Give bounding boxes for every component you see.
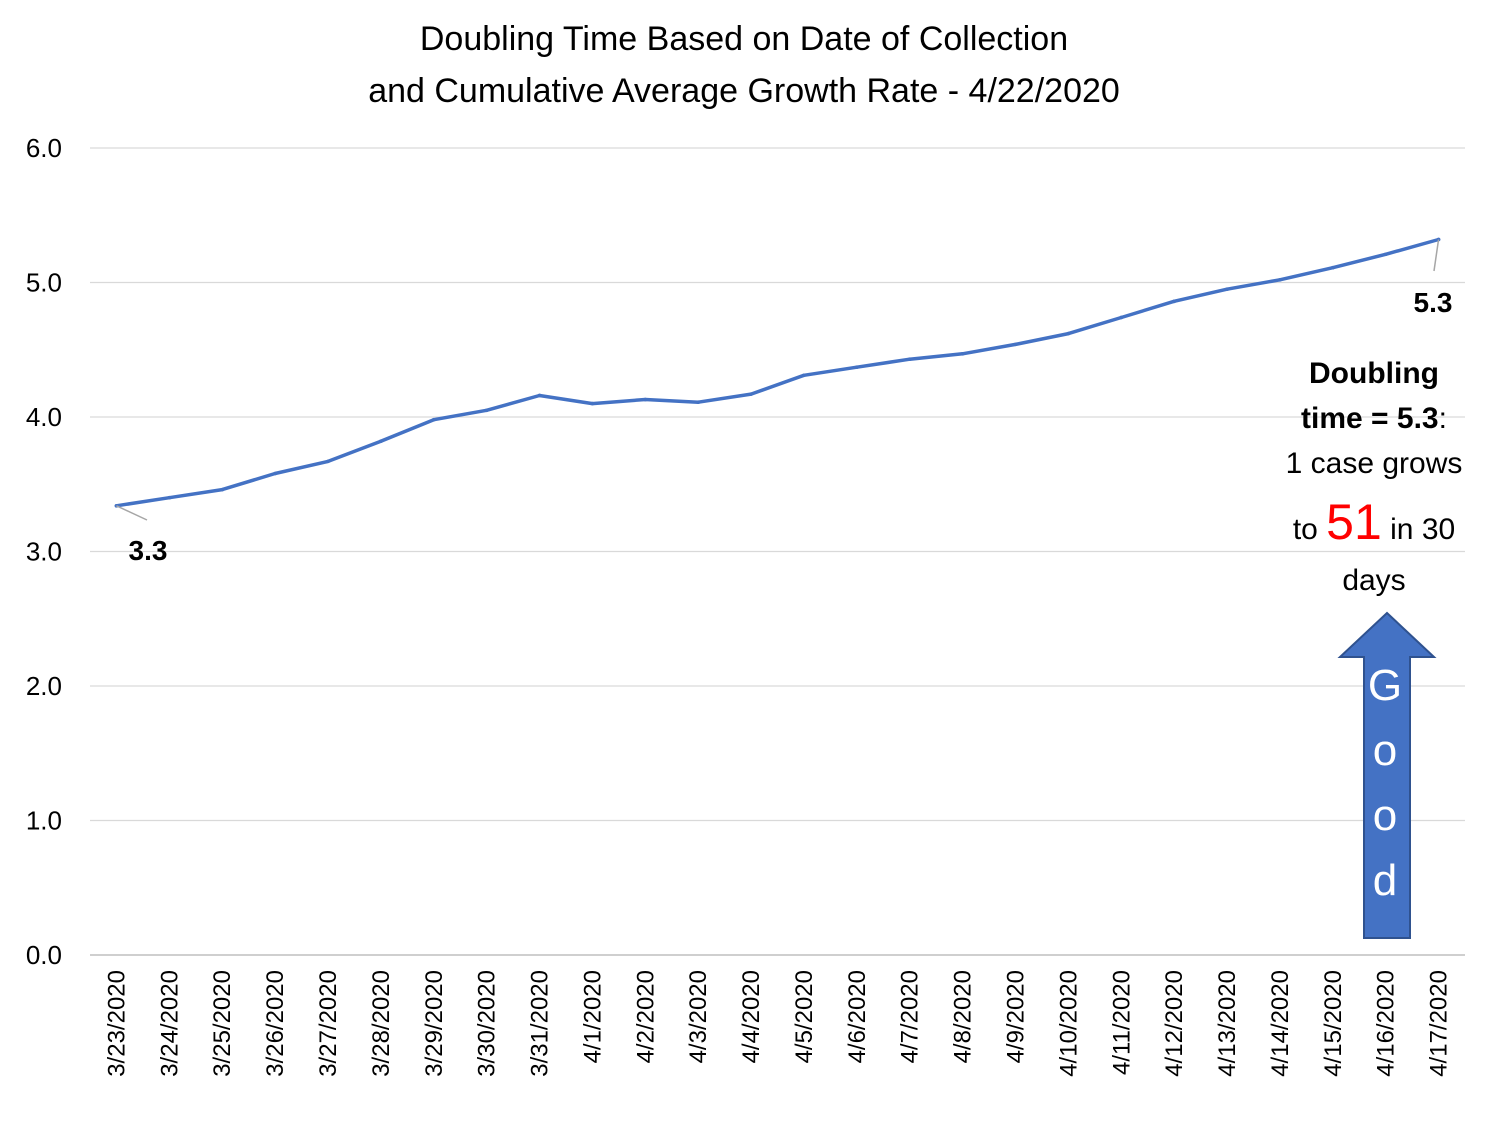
x-tick-label: 4/15/2020 xyxy=(1320,970,1347,1077)
data-point xyxy=(431,417,436,422)
annotation-line-2: time = 5.3: xyxy=(1301,402,1447,435)
data-point xyxy=(1013,342,1018,347)
x-tick-label: 3/28/2020 xyxy=(368,970,395,1077)
y-tick-label: 5.0 xyxy=(26,268,62,298)
data-point xyxy=(1383,252,1388,257)
series-layer xyxy=(114,237,1441,508)
x-tick-label: 4/11/2020 xyxy=(1108,970,1135,1075)
data-label-leaders xyxy=(116,239,1440,521)
data-point xyxy=(1172,299,1176,304)
x-tick-label: 3/25/2020 xyxy=(209,970,236,1077)
gridlines xyxy=(90,147,1465,956)
data-point xyxy=(855,365,859,370)
data-point xyxy=(1278,278,1282,282)
x-tick-label: 4/3/2020 xyxy=(685,970,712,1063)
data-point xyxy=(537,393,542,398)
end-label-leader xyxy=(1433,239,1440,272)
x-tick-label: 4/6/2020 xyxy=(844,970,871,1063)
data-point xyxy=(590,401,595,406)
data-point xyxy=(484,408,489,413)
annotation-line-4-post: in 30 xyxy=(1382,513,1455,546)
data-point xyxy=(220,487,225,492)
data-point xyxy=(749,392,753,396)
annotation-line-1: Doubling xyxy=(1309,357,1439,390)
annotation-number: 51 xyxy=(1326,494,1382,550)
data-point xyxy=(273,471,277,476)
x-tick-label: 4/13/2020 xyxy=(1214,970,1241,1077)
x-tick-label: 4/5/2020 xyxy=(791,970,818,1063)
x-tick-label: 4/1/2020 xyxy=(579,970,606,1063)
data-point xyxy=(167,495,172,500)
x-tick-label: 3/30/2020 xyxy=(474,970,501,1077)
arrow-letter: o xyxy=(1373,726,1397,775)
title-line-2: and Cumulative Average Growth Rate - 4/2… xyxy=(368,72,1120,110)
x-tick-label: 3/23/2020 xyxy=(103,970,130,1077)
data-point xyxy=(696,400,700,405)
annotation-line-3: 1 case grows xyxy=(1286,447,1463,480)
x-tick-label: 4/7/2020 xyxy=(897,970,924,1063)
arrow-letter: o xyxy=(1373,791,1397,840)
up-arrow-icon xyxy=(1337,611,1437,939)
start-label-leader xyxy=(116,505,148,521)
x-tick-label: 4/14/2020 xyxy=(1267,970,1294,1077)
x-tick-label: 4/12/2020 xyxy=(1161,970,1188,1077)
series-line xyxy=(114,237,1441,508)
title-line-1: Doubling Time Based on Date of Collectio… xyxy=(420,20,1068,58)
annotation-line-2-rest: : xyxy=(1439,402,1447,435)
annotation-line-2-bold: time = 5.3 xyxy=(1301,402,1439,435)
data-point xyxy=(1066,331,1071,336)
y-tick-label: 0.0 xyxy=(26,940,62,970)
annotation-line-4: to 51 in 30 xyxy=(1293,494,1455,550)
data-point xyxy=(960,351,965,356)
annotation-line-4-pre: to xyxy=(1293,513,1326,546)
end-data-label: 5.3 xyxy=(1414,287,1453,318)
data-point xyxy=(1330,265,1335,270)
y-tick-label: 4.0 xyxy=(26,402,62,432)
x-tick-label: 4/2/2020 xyxy=(632,970,659,1063)
annotation-line-5: days xyxy=(1342,564,1405,597)
y-tick-label: 2.0 xyxy=(26,671,62,701)
x-tick-label: 3/29/2020 xyxy=(421,970,448,1077)
data-point xyxy=(1225,287,1229,292)
x-tick-label: 3/31/2020 xyxy=(527,970,554,1077)
y-tick-label: 3.0 xyxy=(26,537,62,567)
y-tick-label: 6.0 xyxy=(26,133,62,163)
data-point xyxy=(643,397,648,402)
arrow-letter: d xyxy=(1373,856,1397,905)
start-data-label: 3.3 xyxy=(129,535,168,566)
x-tick-label: 4/16/2020 xyxy=(1373,970,1400,1077)
arrow-letter: G xyxy=(1368,661,1402,710)
doubling-annotation: Doubling time = 5.3: 1 case grows to 51 … xyxy=(1286,357,1463,597)
x-tick-label: 4/4/2020 xyxy=(738,970,765,1063)
x-tick-label: 3/26/2020 xyxy=(262,970,289,1077)
x-tick-label: 4/17/2020 xyxy=(1426,970,1453,1077)
data-point xyxy=(907,357,912,361)
x-tick-label: 4/10/2020 xyxy=(1055,970,1082,1077)
data-point xyxy=(379,439,383,444)
data-point xyxy=(1119,315,1124,320)
x-axis-ticks: 3/23/2020 3/24/2020 3/25/2020 3/26/2020 3/27… xyxy=(103,970,1452,1077)
data-point xyxy=(326,459,330,464)
x-tick-label: 3/24/2020 xyxy=(156,970,183,1077)
y-tick-label: 1.0 xyxy=(26,806,62,836)
x-tick-label: 4/9/2020 xyxy=(1002,970,1029,1063)
chart-title: Doubling Time Based on Date of Collectio… xyxy=(368,20,1120,110)
x-tick-label: 3/27/2020 xyxy=(315,970,342,1077)
data-point xyxy=(802,373,806,378)
y-axis-ticks: 0.0 1.0 2.0 3.0 4.0 5.0 6.0 xyxy=(26,133,62,970)
x-tick-label: 4/8/2020 xyxy=(950,970,977,1063)
